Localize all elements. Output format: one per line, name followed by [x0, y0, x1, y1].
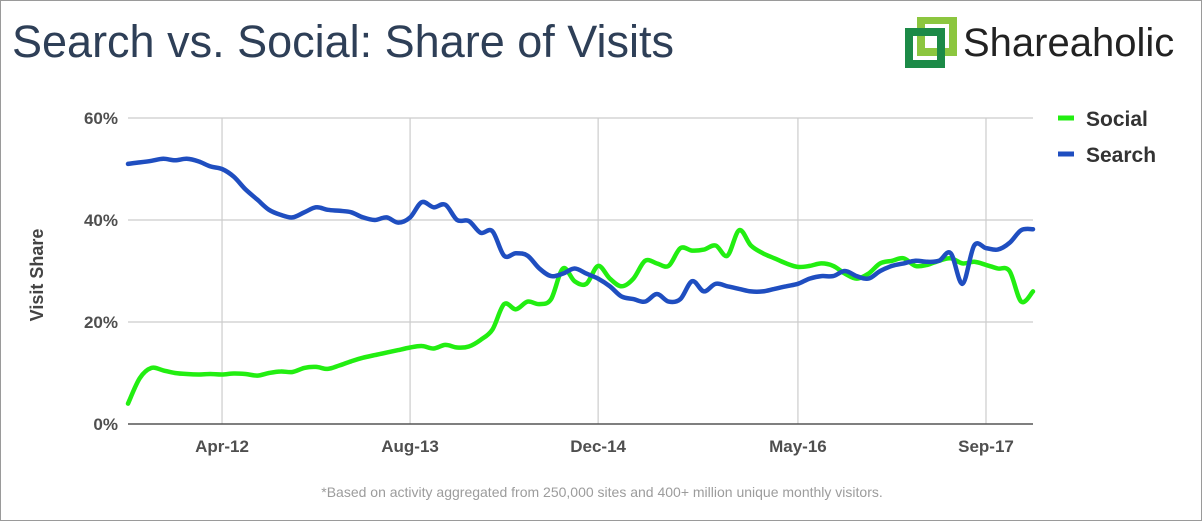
x-axis-ticks: Apr-12 Aug-13 Dec-14 May-16 Sep-17 — [195, 437, 1014, 456]
x-tick-label: May-16 — [769, 437, 827, 456]
x-tick-label: Dec-14 — [570, 437, 626, 456]
y-tick-label: 20% — [84, 313, 118, 332]
brand: Shareaholic — [905, 17, 1195, 73]
y-axis-label: Visit Share — [27, 229, 47, 322]
x-tick-label: Apr-12 — [195, 437, 249, 456]
legend-label-social: Social — [1086, 108, 1148, 131]
series-line-search — [125, 156, 1036, 305]
line-chart: 0% 20% 40% 60% Apr-12 Aug-13 Dec-14 May-16 Sep-… — [27, 108, 1156, 456]
shareaholic-logo-icon — [905, 17, 957, 68]
x-tick-label: Sep-17 — [958, 437, 1014, 456]
y-tick-label: 0% — [93, 415, 118, 434]
series-lines — [125, 156, 1036, 406]
y-tick-label: 40% — [84, 211, 118, 230]
page-title: Search vs. Social: Share of Visits — [12, 16, 674, 67]
brand-name: Shareaholic — [963, 21, 1175, 65]
horizontal-gridlines — [128, 117, 1033, 425]
legend-label-search: Search — [1086, 144, 1156, 167]
y-axis-ticks: 0% 20% 40% 60% — [84, 109, 118, 434]
legend: Social Search — [1058, 108, 1156, 167]
series-line-social — [125, 227, 1036, 406]
y-tick-label: 60% — [84, 109, 118, 128]
x-tick-label: Aug-13 — [381, 437, 439, 456]
footnote: *Based on activity aggregated from 250,0… — [321, 484, 883, 500]
